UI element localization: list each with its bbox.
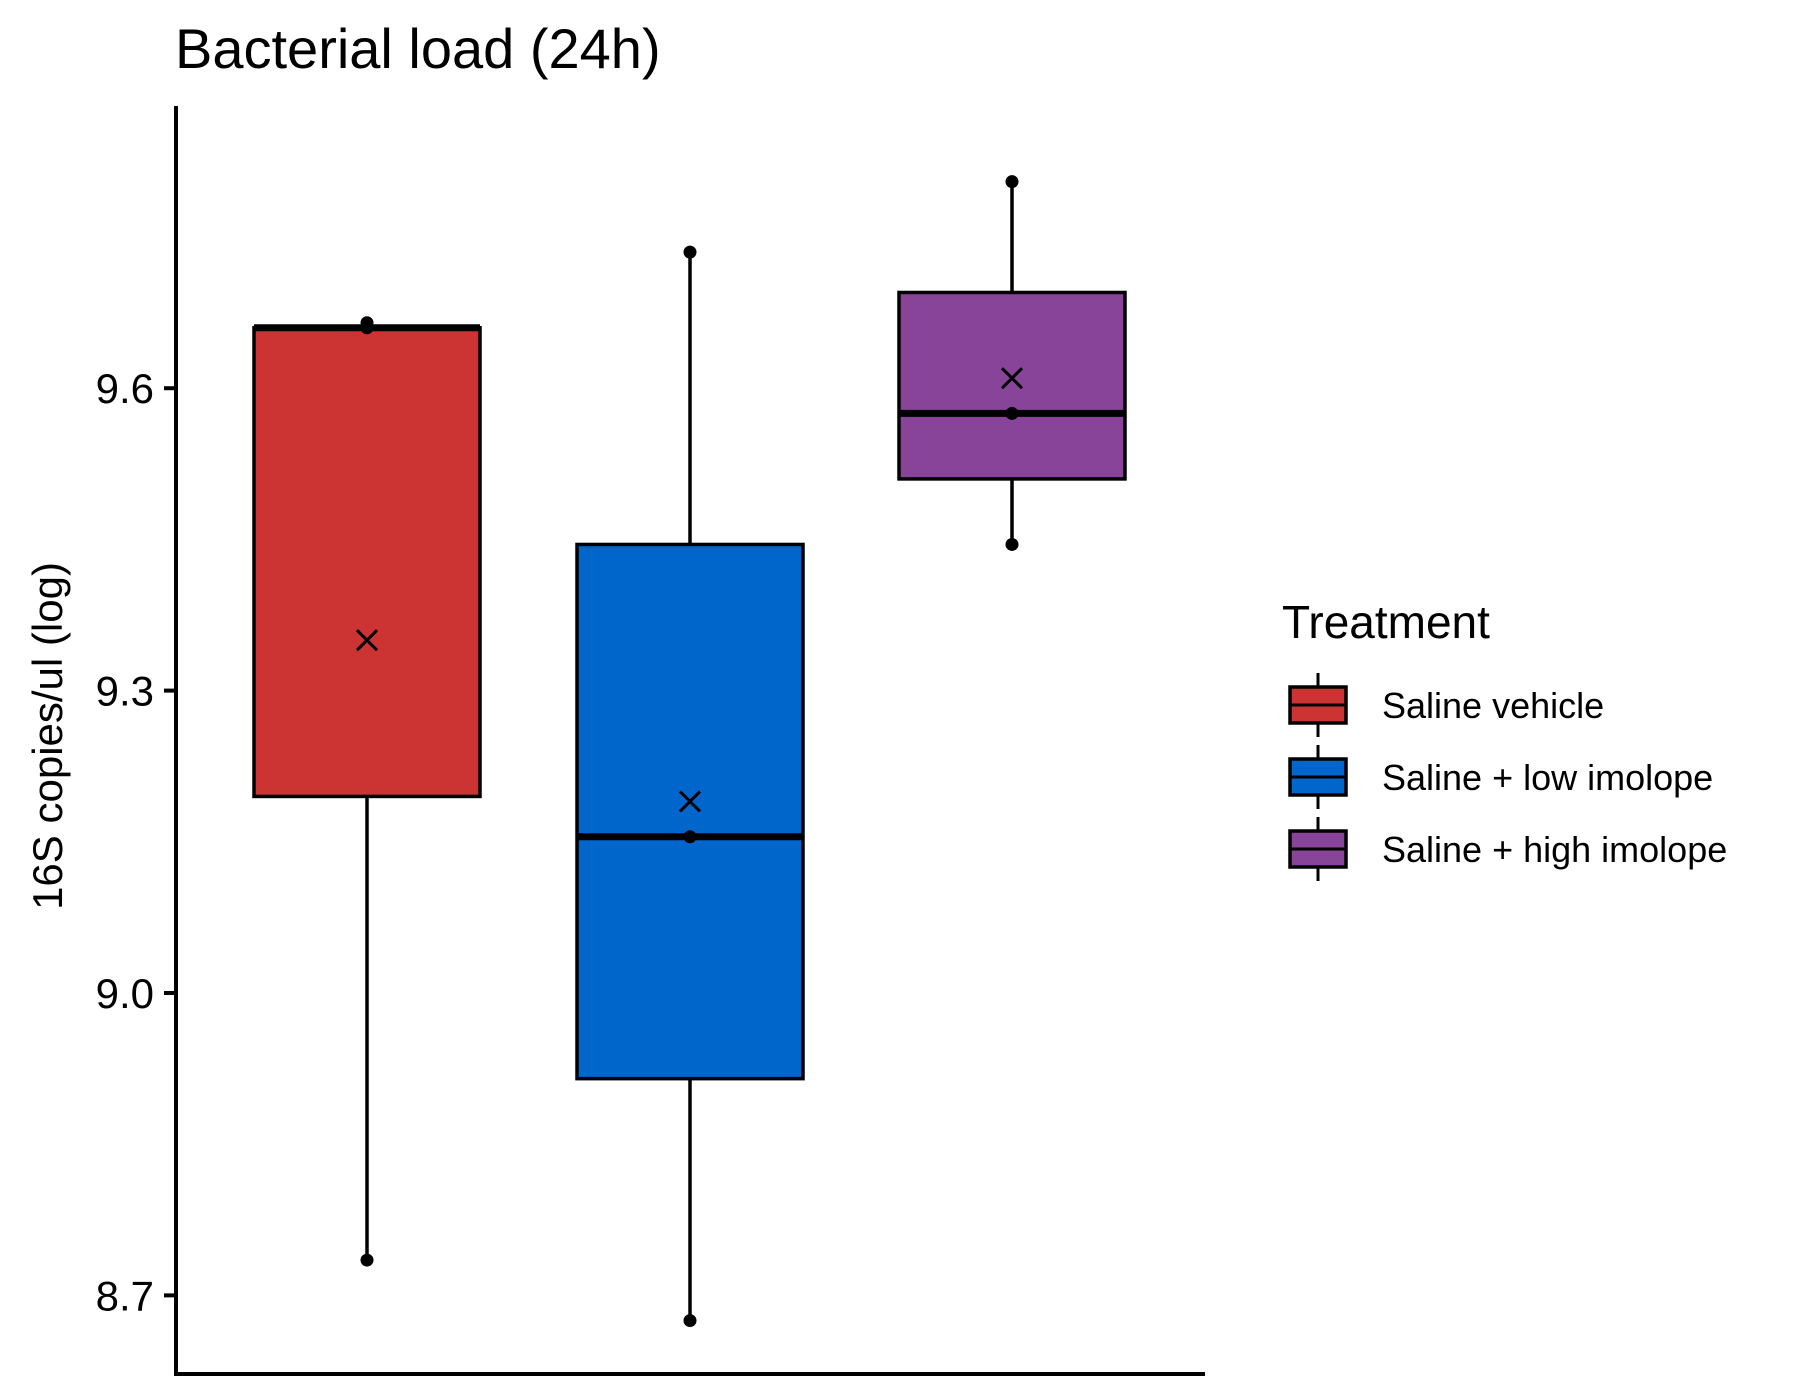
box-body [575,542,805,1081]
y-tick-label: 8.7 [96,1272,154,1319]
plot-area [252,175,1127,1328]
y-axis-ticks: 8.7 9.0 9.3 9.6 [96,365,176,1319]
y-tick-label: 9.3 [96,668,154,715]
mean-marker [355,629,379,652]
data-point [360,316,374,330]
data-point [683,830,697,844]
legend-title: Treatment [1282,596,1490,648]
data-point [1005,406,1019,420]
data-point [1005,537,1019,551]
box-group [252,316,482,1267]
data-point [683,1314,697,1328]
data-point [683,245,697,259]
box-body [897,290,1127,481]
legend-item: Saline vehicle [1288,673,1604,737]
legend-item: Saline + low imolope [1288,745,1713,809]
y-axis-label: 16S copies/ul (log) [24,562,71,910]
box-group [575,245,805,1328]
box-body [252,325,482,799]
data-point [360,1253,374,1267]
legend: Treatment Saline vehicle Saline + low imo… [1282,596,1727,881]
legend-label: Saline + low imolope [1382,757,1713,798]
chart-title: Bacterial load (24h) [175,17,661,80]
legend-label: Saline + high imolope [1382,829,1727,870]
data-point [1005,175,1019,189]
mean-marker [678,790,702,813]
box-group [897,175,1127,551]
legend-label: Saline vehicle [1382,685,1604,726]
mean-marker [1000,367,1024,390]
legend-items: Saline vehicle Saline + low imolope Saline… [1288,673,1727,881]
y-tick-label: 9.6 [96,365,154,412]
y-tick-label: 9.0 [96,970,154,1017]
legend-item: Saline + high imolope [1288,817,1727,881]
